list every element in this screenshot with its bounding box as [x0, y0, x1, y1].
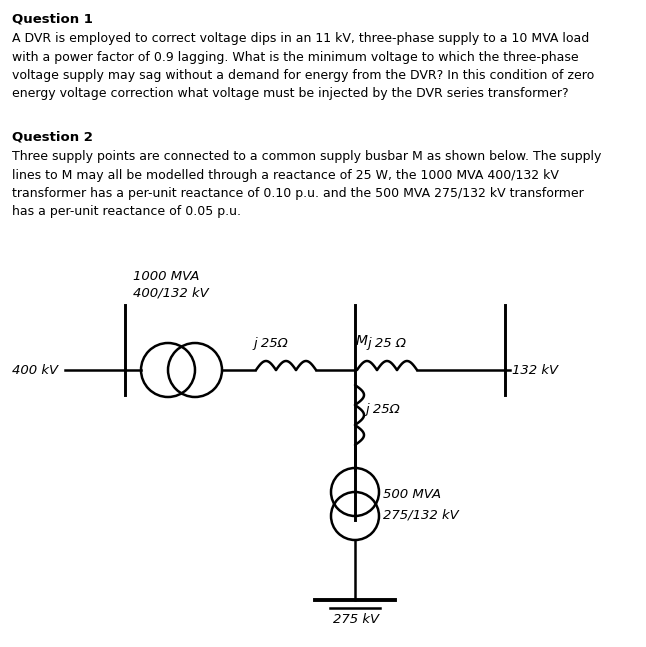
- Text: 275/132 kV: 275/132 kV: [383, 509, 459, 521]
- Text: 400 kV: 400 kV: [12, 364, 58, 377]
- Text: 1000 MVA: 1000 MVA: [133, 270, 200, 283]
- Text: Question 1: Question 1: [12, 12, 93, 25]
- Text: A DVR is employed to correct voltage dips in an 11 kV, three-phase supply to a 1: A DVR is employed to correct voltage dip…: [12, 32, 594, 100]
- Text: j 25Ω: j 25Ω: [253, 337, 287, 350]
- Text: Three supply points are connected to a common supply busbar M as shown below. Th: Three supply points are connected to a c…: [12, 150, 601, 219]
- Text: 132 kV: 132 kV: [512, 364, 558, 377]
- Text: 500 MVA: 500 MVA: [383, 488, 441, 501]
- Text: 400/132 kV: 400/132 kV: [133, 286, 209, 299]
- Text: M: M: [356, 334, 368, 348]
- Text: Question 2: Question 2: [12, 130, 93, 143]
- Text: j 25Ω: j 25Ω: [366, 404, 401, 417]
- Text: 275 kV: 275 kV: [333, 613, 379, 626]
- Text: j 25 Ω: j 25 Ω: [367, 337, 406, 350]
